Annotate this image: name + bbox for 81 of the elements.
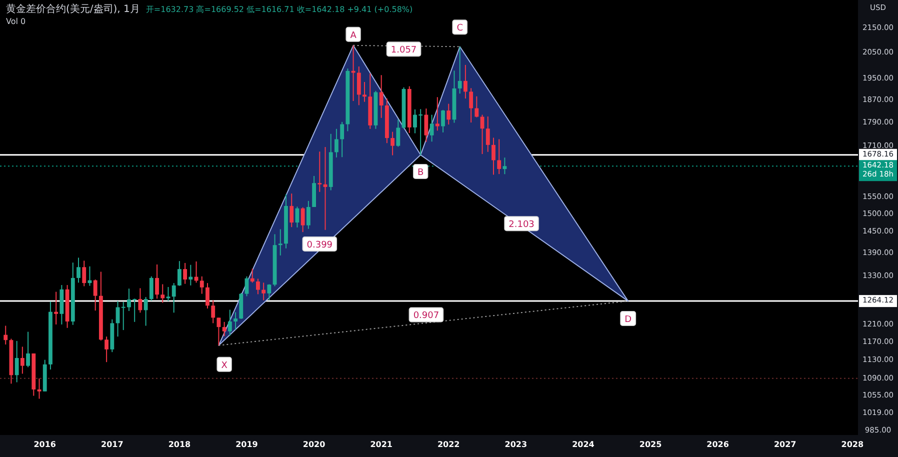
annotation: Vol 0 xyxy=(6,17,26,26)
text: 开=1632.73 高=1669.52 低=1616.71 收=1642.18 +9.41 (+0.58%) xyxy=(146,5,413,14)
candlestick xyxy=(256,278,260,295)
annotation: C xyxy=(456,24,463,34)
annotation: 0.907 xyxy=(413,311,440,322)
candlestick xyxy=(441,109,445,133)
x-tick-label: 2016 xyxy=(34,440,56,449)
candlestick xyxy=(177,260,182,286)
annotation: X xyxy=(221,360,228,371)
annotation: B xyxy=(417,168,424,178)
candlestick xyxy=(424,108,428,142)
candlestick xyxy=(458,46,462,94)
candlestick xyxy=(497,138,502,175)
x-tick-label: 2022 xyxy=(437,440,460,449)
candlestick xyxy=(250,268,254,284)
candlestick xyxy=(318,151,322,192)
chart-title: 黄金差价合约(美元/盎司), 1月 xyxy=(6,3,140,15)
candlestick xyxy=(362,81,366,102)
candlestick xyxy=(188,264,193,286)
candlestick xyxy=(216,317,221,346)
candlestick xyxy=(76,257,80,284)
x-tick-label: 2019 xyxy=(236,440,258,449)
candlestick xyxy=(446,103,451,126)
candlestick xyxy=(267,284,272,301)
candlestick xyxy=(200,276,204,294)
candlestick xyxy=(312,175,316,208)
candlestick xyxy=(379,74,384,118)
x-tick-label: 2018 xyxy=(168,440,192,449)
candlestick xyxy=(20,346,24,374)
candlestick xyxy=(430,114,434,142)
candlestick xyxy=(93,279,98,312)
candlestick xyxy=(54,291,58,325)
candlestick xyxy=(183,262,188,284)
annotation: D xyxy=(624,315,632,326)
candlestick xyxy=(172,282,176,314)
candlestick xyxy=(211,300,216,324)
candlestick xyxy=(4,325,8,345)
candlestick xyxy=(222,321,226,337)
candlestick xyxy=(37,378,42,400)
candlestick xyxy=(306,200,310,230)
candlestick xyxy=(206,282,210,309)
x-tick-label: 2023 xyxy=(504,440,528,449)
annotation: A xyxy=(350,30,358,41)
annotation: 0.399 xyxy=(306,240,333,250)
annotation: 2.103 xyxy=(508,220,534,230)
x-tick-label: 2024 xyxy=(572,440,595,449)
x-tick-label: 2020 xyxy=(302,440,326,449)
candlestick xyxy=(356,66,361,106)
x-tick-label: 2021 xyxy=(370,440,393,449)
candlestick xyxy=(144,296,148,326)
candlestick xyxy=(26,331,30,368)
candlestick xyxy=(278,228,282,256)
x-tick-label: 2017 xyxy=(101,440,124,449)
candlestick xyxy=(469,88,474,123)
x-tick-label: 2025 xyxy=(639,440,662,449)
candlestick xyxy=(435,96,440,132)
candlestick xyxy=(138,288,142,314)
candlestick xyxy=(300,206,305,233)
candlestick xyxy=(340,121,344,158)
candlestick xyxy=(160,284,165,304)
candlestick xyxy=(82,260,86,287)
candlestick xyxy=(290,193,294,228)
candlestick xyxy=(149,276,154,302)
candlestick xyxy=(390,131,395,156)
x-tick-label: 2028 xyxy=(841,440,864,449)
candlestick xyxy=(334,128,338,158)
candlestick xyxy=(234,312,238,330)
candlestick xyxy=(486,116,490,152)
candlestick xyxy=(14,340,19,383)
candlestick xyxy=(155,264,159,300)
candlestick xyxy=(262,282,266,301)
x-tick-label: 2026 xyxy=(706,440,730,449)
candlestick xyxy=(474,96,479,118)
candlestick xyxy=(502,157,507,175)
candlestick xyxy=(492,137,496,176)
candlestick xyxy=(463,64,468,100)
annotation: 1.057 xyxy=(390,46,417,56)
x-tick-label: 2027 xyxy=(774,440,796,449)
candlestick xyxy=(396,118,400,148)
candlestick xyxy=(104,336,109,363)
candlestick xyxy=(228,309,232,336)
